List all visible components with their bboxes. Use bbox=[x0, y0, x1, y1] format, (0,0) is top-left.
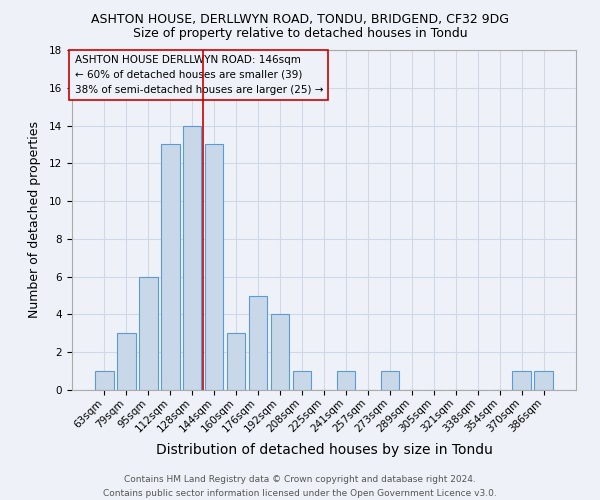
Text: ASHTON HOUSE, DERLLWYN ROAD, TONDU, BRIDGEND, CF32 9DG: ASHTON HOUSE, DERLLWYN ROAD, TONDU, BRID… bbox=[91, 12, 509, 26]
Bar bbox=[227, 334, 245, 390]
Bar bbox=[293, 371, 311, 390]
X-axis label: Distribution of detached houses by size in Tondu: Distribution of detached houses by size … bbox=[155, 443, 493, 457]
Text: Contains HM Land Registry data © Crown copyright and database right 2024.
Contai: Contains HM Land Registry data © Crown c… bbox=[103, 476, 497, 498]
Bar bbox=[117, 334, 136, 390]
Bar bbox=[535, 371, 553, 390]
Bar bbox=[380, 371, 399, 390]
Bar bbox=[95, 371, 113, 390]
Bar bbox=[249, 296, 268, 390]
Text: Size of property relative to detached houses in Tondu: Size of property relative to detached ho… bbox=[133, 28, 467, 40]
Bar bbox=[271, 314, 289, 390]
Bar bbox=[512, 371, 531, 390]
Text: ASHTON HOUSE DERLLWYN ROAD: 146sqm
← 60% of detached houses are smaller (39)
38%: ASHTON HOUSE DERLLWYN ROAD: 146sqm ← 60%… bbox=[74, 55, 323, 94]
Bar bbox=[161, 144, 179, 390]
Bar bbox=[337, 371, 355, 390]
Bar bbox=[205, 144, 223, 390]
Bar bbox=[183, 126, 202, 390]
Bar bbox=[139, 276, 158, 390]
Y-axis label: Number of detached properties: Number of detached properties bbox=[28, 122, 41, 318]
